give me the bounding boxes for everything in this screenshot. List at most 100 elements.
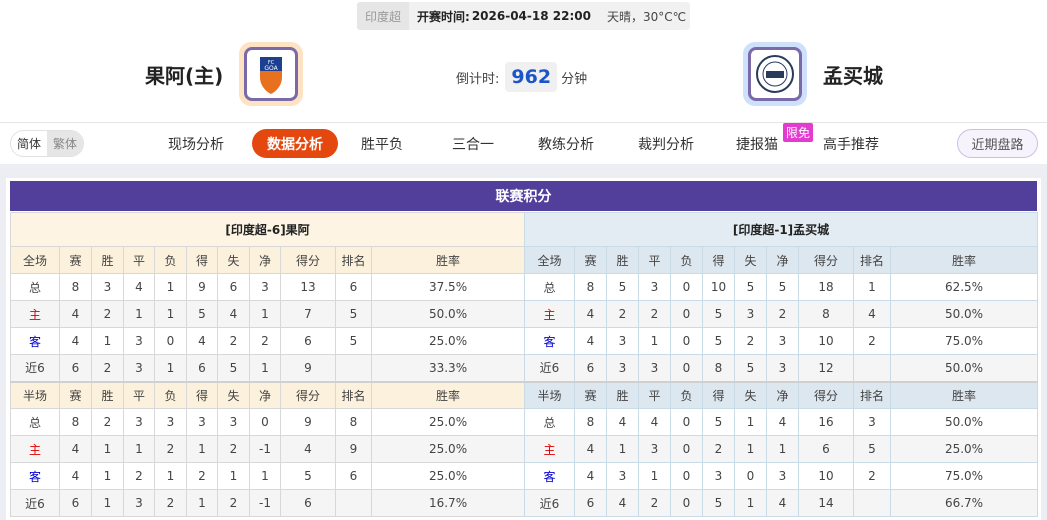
row-label: 客 bbox=[10, 327, 60, 355]
table-row: 主 4 2 2 0 5 3 2 8 4 50.0% bbox=[524, 300, 1039, 328]
free-badge: 限免 bbox=[783, 123, 814, 142]
stat-cell: 1 bbox=[734, 489, 767, 517]
tab-1[interactable]: 数据分析 bbox=[252, 129, 338, 158]
stat-cell bbox=[335, 354, 372, 382]
stat-cell: 5 bbox=[335, 300, 372, 328]
row-label: 近6 bbox=[10, 489, 60, 517]
lang-traditional[interactable]: 繁体 bbox=[47, 131, 84, 156]
stat-cell: 6 bbox=[574, 489, 607, 517]
column-header: 排名 bbox=[335, 380, 372, 409]
stat-cell: 8 bbox=[574, 273, 607, 301]
tab-5[interactable]: 裁判分析 bbox=[638, 136, 694, 153]
stat-cell: 4 bbox=[59, 435, 92, 463]
stat-cell: 3 bbox=[606, 354, 639, 382]
stat-cell: 50.0% bbox=[370, 300, 526, 328]
column-header: 负 bbox=[154, 246, 187, 274]
countdown: 倒计时: 962 分钟 bbox=[456, 62, 587, 92]
section-label: 半场 bbox=[524, 380, 575, 409]
stat-cell: 3 bbox=[606, 462, 639, 490]
away-team-logo[interactable] bbox=[743, 42, 807, 106]
column-header: 平 bbox=[638, 246, 671, 274]
stat-cell: 0 bbox=[154, 327, 187, 355]
column-header: 平 bbox=[123, 380, 155, 409]
stat-cell: 6 bbox=[280, 489, 336, 517]
stat-cell: 5 bbox=[702, 327, 735, 355]
stat-cell: 1 bbox=[249, 300, 281, 328]
stat-cell: 2 bbox=[638, 489, 671, 517]
table-row: 近6 6 1 3 2 1 2 -1 6 16.7% bbox=[10, 489, 526, 517]
row-label: 近6 bbox=[10, 354, 60, 382]
stat-cell: 1 bbox=[249, 354, 281, 382]
stat-cell: 6 bbox=[59, 489, 92, 517]
stat-cell: 4 bbox=[186, 327, 218, 355]
column-header: 负 bbox=[154, 380, 187, 409]
stat-cell: 13 bbox=[280, 273, 336, 301]
stat-cell: 0 bbox=[670, 300, 703, 328]
countdown-unit: 分钟 bbox=[561, 71, 588, 87]
tab-3[interactable]: 三合一 bbox=[452, 136, 494, 153]
stat-cell: 5 bbox=[734, 354, 767, 382]
stat-cell: 0 bbox=[249, 408, 281, 436]
column-header: 赛 bbox=[574, 380, 607, 409]
stat-cell: 1 bbox=[734, 408, 767, 436]
stat-cell: 2 bbox=[606, 300, 639, 328]
stat-cell: 2 bbox=[853, 327, 891, 355]
stat-cell: 1 bbox=[638, 462, 671, 490]
stat-cell: 4 bbox=[606, 408, 639, 436]
home-team-name[interactable]: 果阿(主) bbox=[145, 63, 224, 88]
away-team-name[interactable]: 孟买城 bbox=[823, 63, 883, 88]
column-header: 胜 bbox=[606, 380, 639, 409]
row-label: 近6 bbox=[524, 489, 575, 517]
standings-title: 联赛积分 bbox=[10, 181, 1037, 211]
tab-6[interactable]: 捷报猫 bbox=[736, 136, 778, 153]
table-row: 近6 6 3 3 0 8 5 3 12 50.0% bbox=[524, 354, 1039, 382]
stat-cell: 3 bbox=[123, 327, 155, 355]
stat-cell: 3 bbox=[638, 435, 671, 463]
stat-cell: 4 bbox=[280, 435, 336, 463]
away-standings-table: [印度超-1]孟买城 全场赛胜平负得失净得分 排名 胜率总 8 5 3 0 10 5 5 18 1 62.… bbox=[523, 212, 1039, 517]
stat-cell: 1 bbox=[734, 435, 767, 463]
tab-0[interactable]: 现场分析 bbox=[168, 136, 224, 153]
recent-odds-button[interactable]: 近期盘路 bbox=[957, 129, 1038, 158]
tab-7[interactable]: 高手推荐 bbox=[823, 136, 879, 153]
stat-cell: 3 bbox=[217, 408, 250, 436]
tab-2[interactable]: 胜平负 bbox=[361, 136, 403, 153]
tab-4[interactable]: 教练分析 bbox=[538, 136, 594, 153]
stat-cell: 3 bbox=[853, 408, 891, 436]
column-header: 赛 bbox=[574, 246, 607, 274]
stat-cell: 2 bbox=[217, 435, 250, 463]
stat-cell: 6 bbox=[798, 435, 854, 463]
stat-cell: 5 bbox=[217, 354, 250, 382]
stat-cell: 16 bbox=[798, 408, 854, 436]
lang-simplified[interactable]: 简体 bbox=[17, 137, 42, 151]
stat-cell: 3 bbox=[123, 354, 155, 382]
stat-cell: 6 bbox=[280, 327, 336, 355]
league-name[interactable]: 印度超 bbox=[357, 2, 410, 30]
stat-cell: 2 bbox=[217, 327, 250, 355]
stat-cell: 3 bbox=[606, 327, 639, 355]
column-header: 失 bbox=[217, 380, 250, 409]
table-row: 近6 6 2 3 1 6 5 1 9 33.3% bbox=[10, 354, 526, 382]
kickoff-label: 开赛时间: bbox=[417, 9, 470, 24]
stat-cell: 2 bbox=[638, 300, 671, 328]
column-header: 得 bbox=[702, 246, 735, 274]
home-standings-table: [印度超-6]果阿 全场赛胜平负得失净得分 排名 胜率总 8 3 4 1 9 6 3 13 6 37.5%… bbox=[9, 212, 526, 517]
table-row: 总 8 4 4 0 5 1 4 16 3 50.0% bbox=[524, 408, 1039, 436]
stat-cell: 1 bbox=[91, 435, 124, 463]
column-header: 排名 bbox=[335, 246, 372, 274]
stat-cell: 3 bbox=[249, 273, 281, 301]
column-header: 失 bbox=[734, 246, 767, 274]
stat-cell: 6 bbox=[186, 354, 218, 382]
stat-cell: 0 bbox=[670, 327, 703, 355]
stat-cell: 25.0% bbox=[370, 435, 526, 463]
stat-cell: 3 bbox=[702, 462, 735, 490]
home-team-logo[interactable]: FC GOA bbox=[239, 42, 304, 106]
svg-text:GOA: GOA bbox=[265, 65, 279, 72]
stat-cell: 9 bbox=[280, 354, 336, 382]
column-header: 平 bbox=[638, 380, 671, 409]
stat-cell bbox=[335, 489, 372, 517]
table-row: 总 8 2 3 3 3 3 0 9 8 25.0% bbox=[10, 408, 526, 436]
match-info-bar: 印度超 开赛时间: 2026-04-18 22:00 天晴，30°C℃ bbox=[357, 2, 690, 30]
stat-cell: 25.0% bbox=[889, 435, 1039, 463]
stat-cell: 3 bbox=[638, 273, 671, 301]
